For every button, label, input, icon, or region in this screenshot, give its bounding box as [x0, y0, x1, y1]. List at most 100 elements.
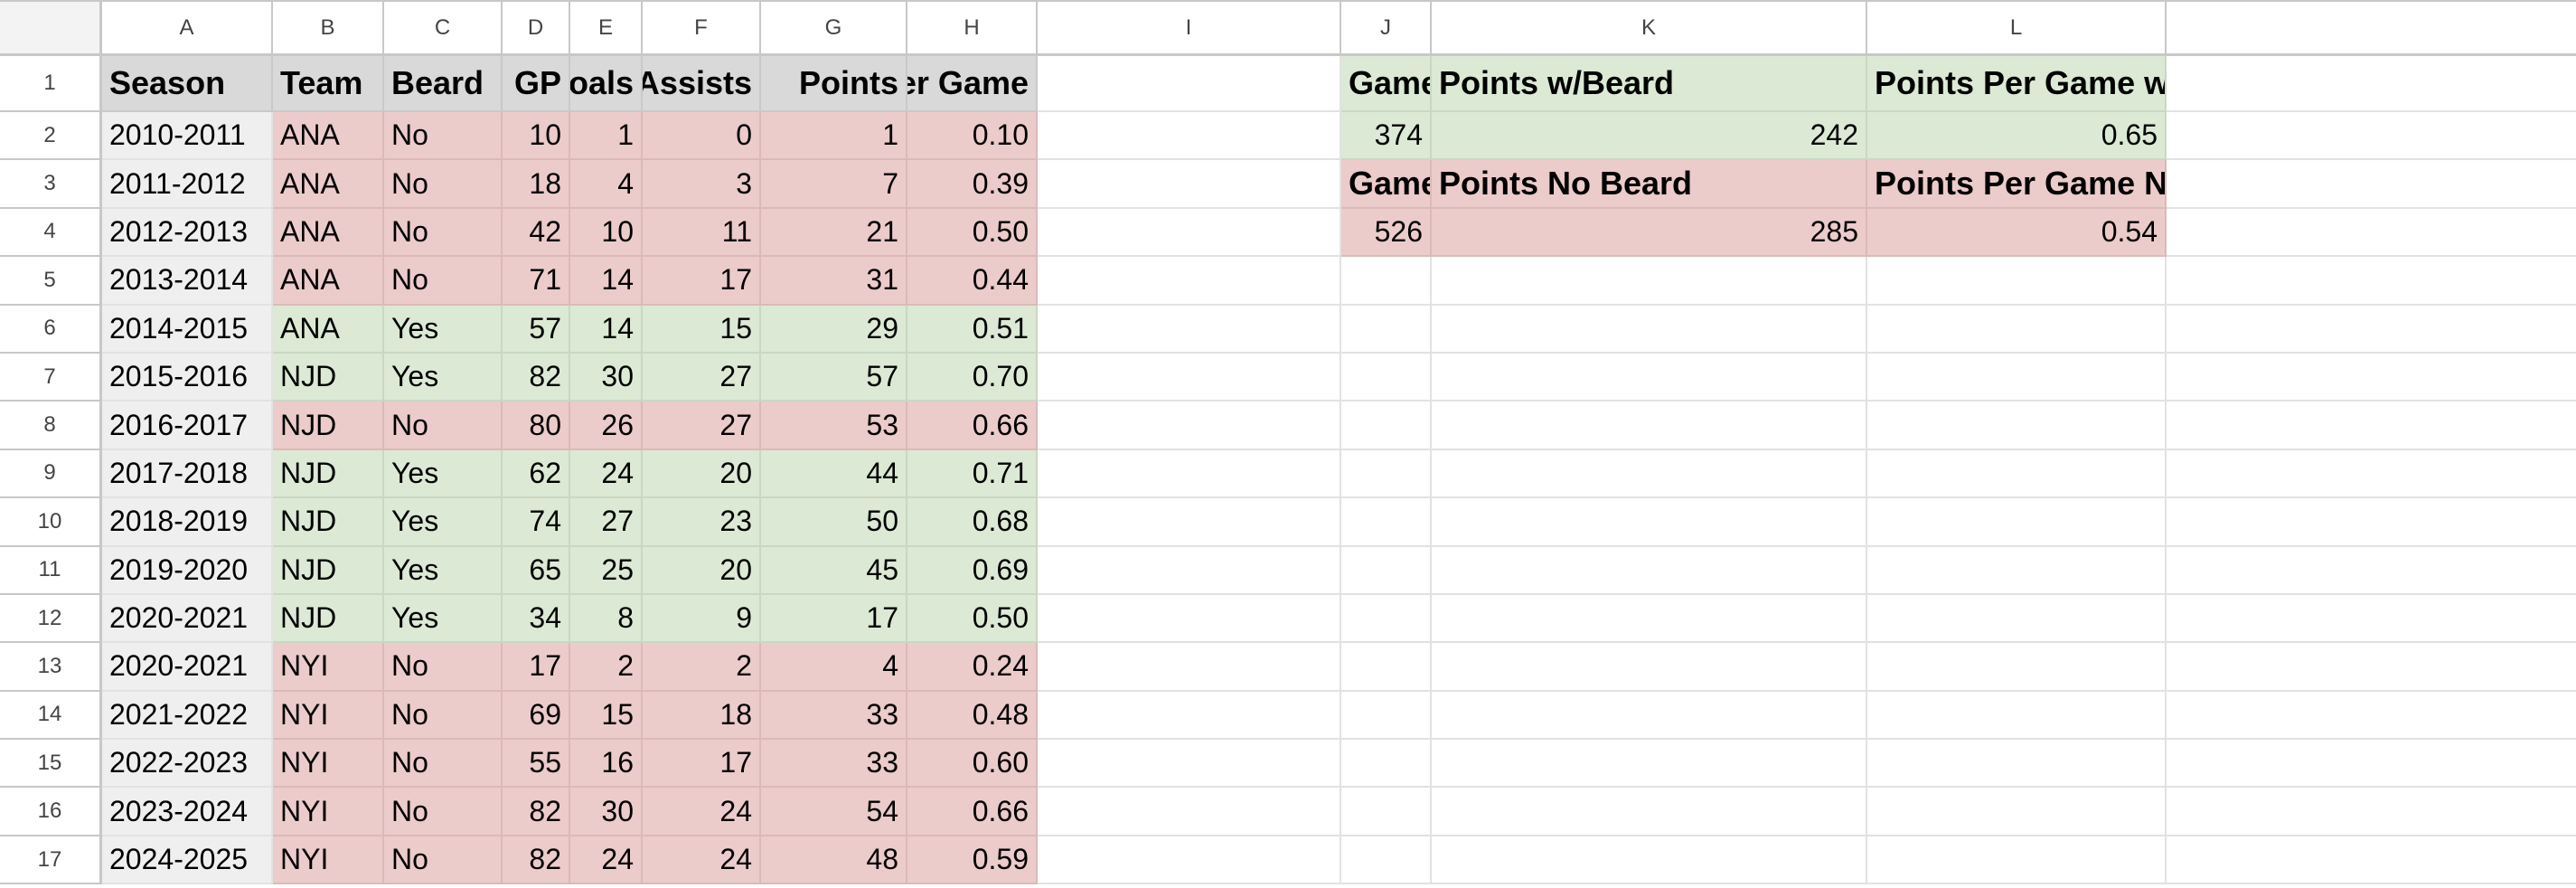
data-cell[interactable]: No	[384, 836, 503, 885]
data-cell[interactable]: 20	[643, 449, 761, 499]
data-cell[interactable]: 10	[503, 112, 570, 161]
data-cell[interactable]: 24	[570, 836, 643, 885]
row-header-9[interactable]: 9	[0, 449, 102, 499]
empty-cell[interactable]	[1038, 353, 1341, 402]
data-cell[interactable]: 80	[503, 401, 570, 450]
column-header-j[interactable]: J	[1341, 2, 1432, 56]
summary-value[interactable]: 285	[1432, 208, 1867, 258]
empty-cell[interactable]	[1867, 498, 2167, 547]
data-cell[interactable]: ANA	[273, 208, 384, 258]
data-cell[interactable]: No	[384, 643, 503, 692]
data-cell[interactable]: 4	[761, 643, 907, 692]
data-cell[interactable]: 0.50	[907, 208, 1038, 258]
data-cell[interactable]: 44	[761, 449, 907, 499]
row-header-8[interactable]: 8	[0, 401, 102, 450]
data-cell[interactable]: 4	[570, 160, 643, 209]
data-cell[interactable]: 29	[761, 305, 907, 354]
empty-cell[interactable]	[1432, 788, 1867, 836]
data-cell[interactable]: 65	[503, 546, 570, 595]
empty-cell[interactable]	[2167, 498, 2576, 547]
empty-cell[interactable]	[1038, 160, 1341, 209]
data-cell[interactable]: 2020-2021	[102, 643, 273, 692]
empty-cell[interactable]	[1341, 546, 1432, 595]
empty-cell[interactable]	[1038, 305, 1341, 354]
empty-cell[interactable]	[1341, 257, 1432, 306]
empty-cell[interactable]	[1867, 594, 2167, 644]
data-cell[interactable]: Yes	[384, 353, 503, 402]
header-cell-1[interactable]: Team	[273, 56, 384, 112]
empty-cell[interactable]	[1341, 788, 1432, 836]
data-cell[interactable]: No	[384, 401, 503, 450]
data-cell[interactable]: 17	[761, 594, 907, 644]
empty-cell[interactable]	[1867, 401, 2167, 450]
empty-cell[interactable]	[2167, 836, 2576, 885]
data-cell[interactable]: 24	[643, 788, 761, 836]
data-cell[interactable]: 27	[570, 498, 643, 547]
data-cell[interactable]: NJD	[273, 546, 384, 595]
data-cell[interactable]: No	[384, 160, 503, 209]
empty-cell[interactable]	[1432, 498, 1867, 547]
data-cell[interactable]: 57	[503, 305, 570, 354]
data-cell[interactable]: No	[384, 257, 503, 306]
data-cell[interactable]: 17	[503, 643, 570, 692]
summary-label[interactable]: Points Per Game No Beard	[1867, 160, 2167, 209]
column-header-f[interactable]: F	[643, 2, 761, 56]
column-header-g[interactable]: G	[761, 2, 907, 56]
summary-label[interactable]: Points No Beard	[1432, 160, 1867, 209]
data-cell[interactable]: 2019-2020	[102, 546, 273, 595]
data-cell[interactable]: 17	[643, 740, 761, 789]
empty-cell[interactable]	[1867, 691, 2167, 741]
data-cell[interactable]: 0.66	[907, 401, 1038, 450]
data-cell[interactable]: 31	[761, 257, 907, 306]
data-cell[interactable]: 0.48	[907, 691, 1038, 741]
column-header-l[interactable]: L	[1867, 2, 2167, 56]
data-cell[interactable]: 27	[643, 353, 761, 402]
data-cell[interactable]: 2024-2025	[102, 836, 273, 885]
row-header-5[interactable]: 5	[0, 257, 102, 306]
data-cell[interactable]: 62	[503, 449, 570, 499]
data-cell[interactable]: Yes	[384, 546, 503, 595]
empty-cell[interactable]	[1341, 691, 1432, 741]
data-cell[interactable]: NYI	[273, 788, 384, 836]
data-cell[interactable]: 2	[643, 643, 761, 692]
data-cell[interactable]: Yes	[384, 305, 503, 354]
data-cell[interactable]: ANA	[273, 112, 384, 161]
data-cell[interactable]: 82	[503, 353, 570, 402]
empty-cell[interactable]	[2167, 112, 2576, 161]
row-header-6[interactable]: 6	[0, 305, 102, 354]
empty-cell[interactable]	[1038, 257, 1341, 306]
data-cell[interactable]: 71	[503, 257, 570, 306]
summary-label[interactable]: Points Per Game w/Beard	[1867, 56, 2167, 112]
data-cell[interactable]: 0.44	[907, 257, 1038, 306]
data-cell[interactable]: 2011-2012	[102, 160, 273, 209]
data-cell[interactable]: NYI	[273, 691, 384, 741]
data-cell[interactable]: 2012-2013	[102, 208, 273, 258]
empty-cell[interactable]	[1038, 449, 1341, 499]
row-header-7[interactable]: 7	[0, 353, 102, 402]
data-cell[interactable]: 53	[761, 401, 907, 450]
empty-cell[interactable]	[2167, 56, 2576, 112]
empty-cell[interactable]	[1432, 305, 1867, 354]
empty-cell[interactable]	[2167, 788, 2576, 836]
data-cell[interactable]: NYI	[273, 740, 384, 789]
data-cell[interactable]: 18	[643, 691, 761, 741]
row-header-4[interactable]: 4	[0, 208, 102, 258]
empty-cell[interactable]	[1432, 594, 1867, 644]
empty-cell[interactable]	[1432, 449, 1867, 499]
data-cell[interactable]: 33	[761, 740, 907, 789]
data-cell[interactable]: 3	[643, 160, 761, 209]
empty-cell[interactable]	[1038, 546, 1341, 595]
empty-cell[interactable]	[1867, 740, 2167, 789]
data-cell[interactable]: 24	[570, 449, 643, 499]
summary-value[interactable]: 0.54	[1867, 208, 2167, 258]
empty-cell[interactable]	[1432, 643, 1867, 692]
empty-cell[interactable]	[2167, 160, 2576, 209]
data-cell[interactable]: 0.24	[907, 643, 1038, 692]
empty-cell[interactable]	[1867, 836, 2167, 885]
empty-cell[interactable]	[2167, 257, 2576, 306]
empty-cell[interactable]	[1038, 788, 1341, 836]
empty-cell[interactable]	[1341, 594, 1432, 644]
column-header-h[interactable]: H	[907, 2, 1038, 56]
empty-cell[interactable]	[1341, 498, 1432, 547]
empty-cell[interactable]	[1341, 740, 1432, 789]
